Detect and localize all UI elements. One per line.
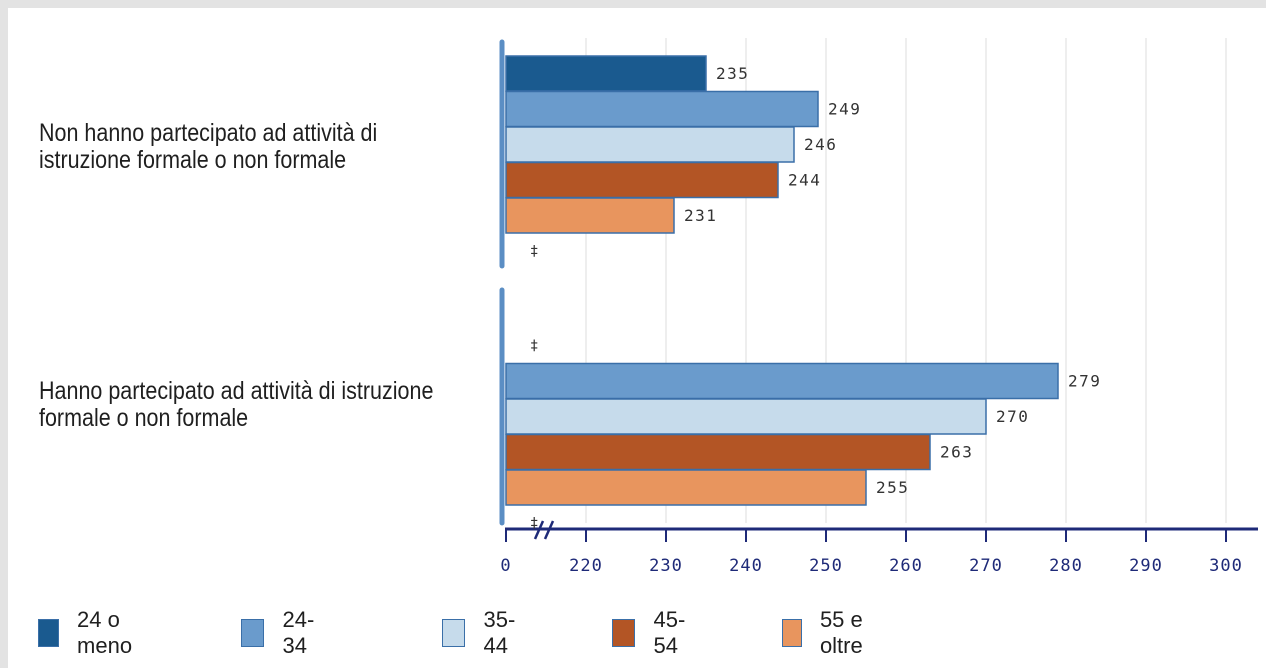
bar-1-2 <box>505 398 987 435</box>
legend-swatch <box>241 619 265 647</box>
legend-label: 35-44 <box>483 607 516 658</box>
legend-item-0: 24 o meno <box>38 607 143 658</box>
x-tick-label-5: 260 <box>889 556 923 576</box>
suppressed-marker: ‡ <box>530 516 538 532</box>
legend-item-4: 55 e oltre <box>782 607 875 658</box>
legend-swatch <box>612 619 636 647</box>
legend-label: 45-54 <box>653 607 686 658</box>
bar-0-0 <box>505 55 707 92</box>
legend-item-2: 35-44 <box>442 607 524 658</box>
category-label-0: Non hanno partecipato ad attività di ist… <box>39 119 378 174</box>
legend-label: 24-34 <box>282 607 315 658</box>
bar-0-2 <box>505 126 795 163</box>
axis-break-mark-1 <box>533 520 545 540</box>
bar-1-4 <box>505 469 867 506</box>
bar-value-label: 255 <box>876 478 909 497</box>
legend-item-3: 45-54 <box>612 607 694 658</box>
axis-break-mark-2 <box>543 520 555 540</box>
legend-swatch <box>442 619 466 647</box>
legend-label: 24 o meno <box>77 607 133 658</box>
legend-label: 55 e oltre <box>819 607 863 658</box>
chart-frame: 0 220 230 240 250 260 270 280 290 300 235 ‡ 249 279 24… <box>8 8 1266 668</box>
bar-value-label: 279 <box>1068 372 1101 391</box>
bar-1-1 <box>505 362 1059 400</box>
bar-value-label: 246 <box>804 135 837 154</box>
bar-0-3 <box>505 161 779 199</box>
x-tick-label-3: 240 <box>729 556 763 576</box>
bar-1-3 <box>505 433 931 471</box>
bar-value-label: 270 <box>996 407 1029 426</box>
bar-value-label: 263 <box>940 443 973 462</box>
bar-value-label: 244 <box>788 171 821 190</box>
category-label-1: Hanno partecipato ad attività di istruzi… <box>39 377 434 432</box>
x-tick-label-9: 300 <box>1209 556 1243 576</box>
x-tick-label-2: 230 <box>649 556 683 576</box>
suppressed-marker: ‡ <box>530 244 538 260</box>
legend-swatch <box>38 619 60 647</box>
x-tick-label-0: 0 <box>500 556 511 576</box>
x-tick-label-1: 220 <box>569 556 603 576</box>
bar-value-label: 231 <box>684 206 717 225</box>
bar-value-label: 235 <box>716 64 749 83</box>
x-tick-label-4: 250 <box>809 556 843 576</box>
x-tick-label-7: 280 <box>1049 556 1083 576</box>
bar-value-label: 249 <box>828 100 861 119</box>
x-tick-label-8: 290 <box>1129 556 1163 576</box>
suppressed-marker: ‡ <box>530 338 538 354</box>
bar-0-1 <box>505 90 819 128</box>
bar-chart: 0 220 230 240 250 260 270 280 290 300 235 ‡ 249 279 24… <box>499 38 1258 576</box>
x-tick-label-6: 270 <box>969 556 1003 576</box>
legend-item-1: 24-34 <box>241 607 323 658</box>
legend-swatch <box>782 619 802 647</box>
bar-0-4 <box>505 197 675 234</box>
